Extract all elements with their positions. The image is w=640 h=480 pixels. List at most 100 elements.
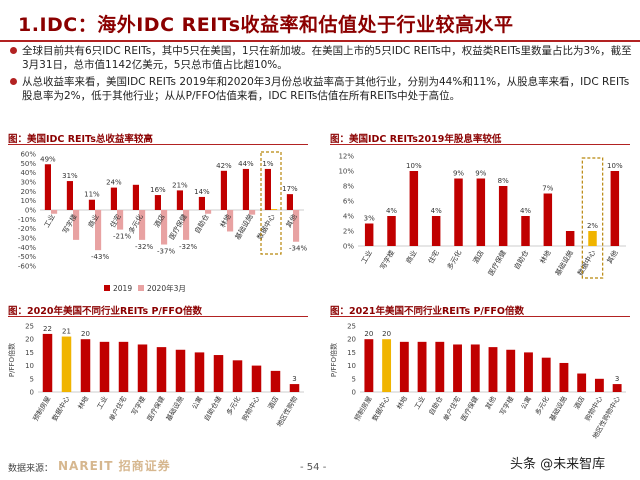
y-tick-label: 15 — [347, 349, 356, 357]
data-label: 4% — [520, 207, 531, 215]
bar-pffo — [175, 349, 186, 392]
x-category-label: 写字楼 — [497, 394, 515, 416]
y-tick-label: 50% — [20, 160, 36, 168]
bar-2019 — [66, 181, 73, 210]
bar-pffo — [364, 339, 374, 392]
x-category-label: 基础设施 — [547, 394, 568, 422]
x-category-label: 林地 — [394, 394, 409, 410]
highlight-box — [581, 157, 604, 279]
data-label: 10% — [406, 162, 422, 170]
bar-2019 — [154, 195, 161, 210]
summary-bullets: 全球目前共有6只IDC REITs，其中5只在美国，1只在新加坡。在美国上市的5… — [8, 44, 636, 106]
data-label-2019: 44% — [238, 160, 254, 168]
data-source-label: 数据来源： — [8, 464, 54, 474]
bar-dividend-yield — [431, 216, 441, 246]
broker-logo-watermark: NAREIT 招商证券 — [58, 459, 171, 473]
chart-title-rule — [330, 144, 630, 145]
x-category-label: 多元化 — [224, 394, 242, 416]
bar-2020-mar — [95, 210, 102, 251]
bar-pffo — [541, 357, 551, 392]
bar-2019 — [44, 164, 51, 210]
bullet-dot-icon — [10, 78, 17, 85]
y-tick-label: 25 — [347, 323, 356, 331]
bar-2020-mar — [117, 210, 124, 230]
bar-pffo — [577, 373, 587, 392]
bar-pffo — [559, 362, 569, 392]
bar-pffo — [289, 384, 300, 392]
bullet-item: 全球目前共有6只IDC REITs，其中5只在美国，1只在新加坡。在美国上市的5… — [8, 44, 636, 72]
x-category-label: 基础设施 — [233, 213, 255, 242]
data-label: 7% — [542, 185, 553, 193]
y-tick-label: 10% — [20, 197, 36, 205]
y-tick-label: -40% — [18, 244, 36, 252]
bar-2020-mar — [293, 210, 300, 242]
y-tick-label: -60% — [18, 263, 36, 271]
data-label-2020-mar: -32% — [179, 243, 197, 251]
bar-2019 — [264, 168, 271, 210]
bar-2019 — [110, 187, 117, 210]
page-title: 1.IDC：海外IDC REITs收益率和估值处于行业较高水平 — [18, 14, 514, 36]
data-label-2019: 21% — [172, 181, 188, 189]
y-tick-label: 25 — [25, 323, 34, 331]
bar-2019 — [132, 184, 139, 210]
x-category-label: 单户住宅 — [107, 394, 128, 422]
data-label-2019: 24% — [106, 179, 122, 187]
x-category-label: 数据中心 — [255, 213, 277, 242]
data-label-2019: 17% — [282, 185, 298, 193]
x-category-label: 酒店 — [572, 394, 587, 410]
dividend-yield-chart: 12% 10% 8% 6% 4% 2% 0% 3% 工业 4% 写字楼 10% 商业 4% 住宅 9% 多元化 9… — [338, 153, 626, 279]
bar-2019 — [198, 196, 205, 210]
chart-title-rule — [8, 316, 308, 317]
bar-pffo — [417, 341, 427, 392]
y-tick-label: 40% — [20, 169, 36, 177]
bar-pffo — [506, 349, 516, 392]
bar-pffo — [612, 384, 622, 392]
bar-pffo — [61, 336, 72, 392]
x-category-label: 住宅 — [426, 249, 441, 266]
bar-pffo — [435, 341, 445, 392]
legend-swatch-2019 — [104, 285, 110, 291]
x-category-label: 多元化 — [445, 249, 463, 272]
data-label: 3 — [292, 375, 296, 383]
bar-dividend-yield — [454, 178, 463, 246]
x-category-label: 医疗保健 — [145, 394, 166, 422]
y-tick-label: 5 — [352, 375, 356, 383]
x-category-label: 数据中心 — [50, 394, 71, 422]
legend-swatch-2020-mar — [138, 285, 144, 291]
x-category-label: 自助仓 — [192, 213, 210, 236]
x-category-label: 自助仓储 — [202, 394, 223, 422]
y-tick-label: 4% — [343, 213, 354, 221]
bar-pffo — [594, 378, 604, 392]
y-tick-label: -30% — [18, 235, 36, 243]
total-return-chart: 60%50%40% 30%20%10% 0%-10%-20% -30%-40%-50%… — [18, 151, 308, 294]
x-category-label: 工业 — [95, 394, 110, 410]
data-label-2019: 11% — [84, 191, 100, 199]
bar-pffo — [488, 347, 498, 392]
y-tick-label: 6% — [343, 198, 354, 206]
bar-pffo — [470, 344, 480, 392]
x-category-label: 预制房屋 — [31, 394, 52, 422]
bar-pffo — [42, 333, 53, 392]
x-category-label: 其他 — [483, 394, 498, 410]
x-category-label: 医疗保健 — [486, 249, 508, 278]
y-tick-label: 30% — [20, 179, 36, 187]
data-label: 10% — [607, 162, 623, 170]
bar-pffo — [213, 355, 224, 392]
page-number: - 54 - — [300, 462, 327, 473]
y-tick-label: 10% — [338, 168, 354, 176]
chart-title-total-return: 图：美国IDC REITs总收益率较高 — [8, 134, 153, 145]
y-tick-label: 60% — [20, 151, 36, 159]
bar-pffo — [453, 344, 462, 392]
bar-2019 — [286, 194, 293, 210]
x-category-label: 购物中心 — [240, 394, 261, 422]
legend-label-2019: 2019 — [113, 284, 132, 293]
bar-2020-mar — [249, 210, 256, 215]
bar-2020-mar — [161, 210, 168, 245]
data-label-2020-mar: -21% — [113, 233, 131, 241]
data-label-2019: 16% — [150, 186, 166, 194]
y-tick-label: 10 — [25, 362, 34, 370]
data-label-2020-mar: -37% — [157, 248, 175, 256]
data-label: 3% — [364, 215, 375, 223]
bar-pffo — [137, 344, 148, 392]
x-category-label: 公寓 — [519, 394, 534, 410]
